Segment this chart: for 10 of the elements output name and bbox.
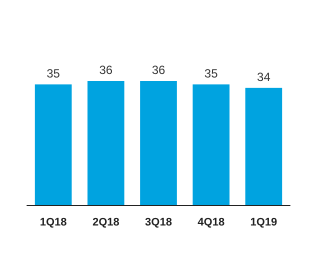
- x-tick-label: 3Q18: [145, 216, 172, 228]
- data-label: 35: [204, 66, 218, 80]
- x-tick-label: 4Q18: [198, 216, 225, 228]
- x-tick-label: 1Q19: [250, 216, 278, 228]
- data-label: 36: [152, 62, 166, 77]
- data-label: 34: [257, 70, 271, 84]
- data-label: 36: [99, 62, 113, 77]
- data-label: 35: [46, 66, 60, 80]
- x-tick-label: 2Q18: [92, 216, 120, 228]
- x-tick-label: 1Q18: [40, 216, 67, 228]
